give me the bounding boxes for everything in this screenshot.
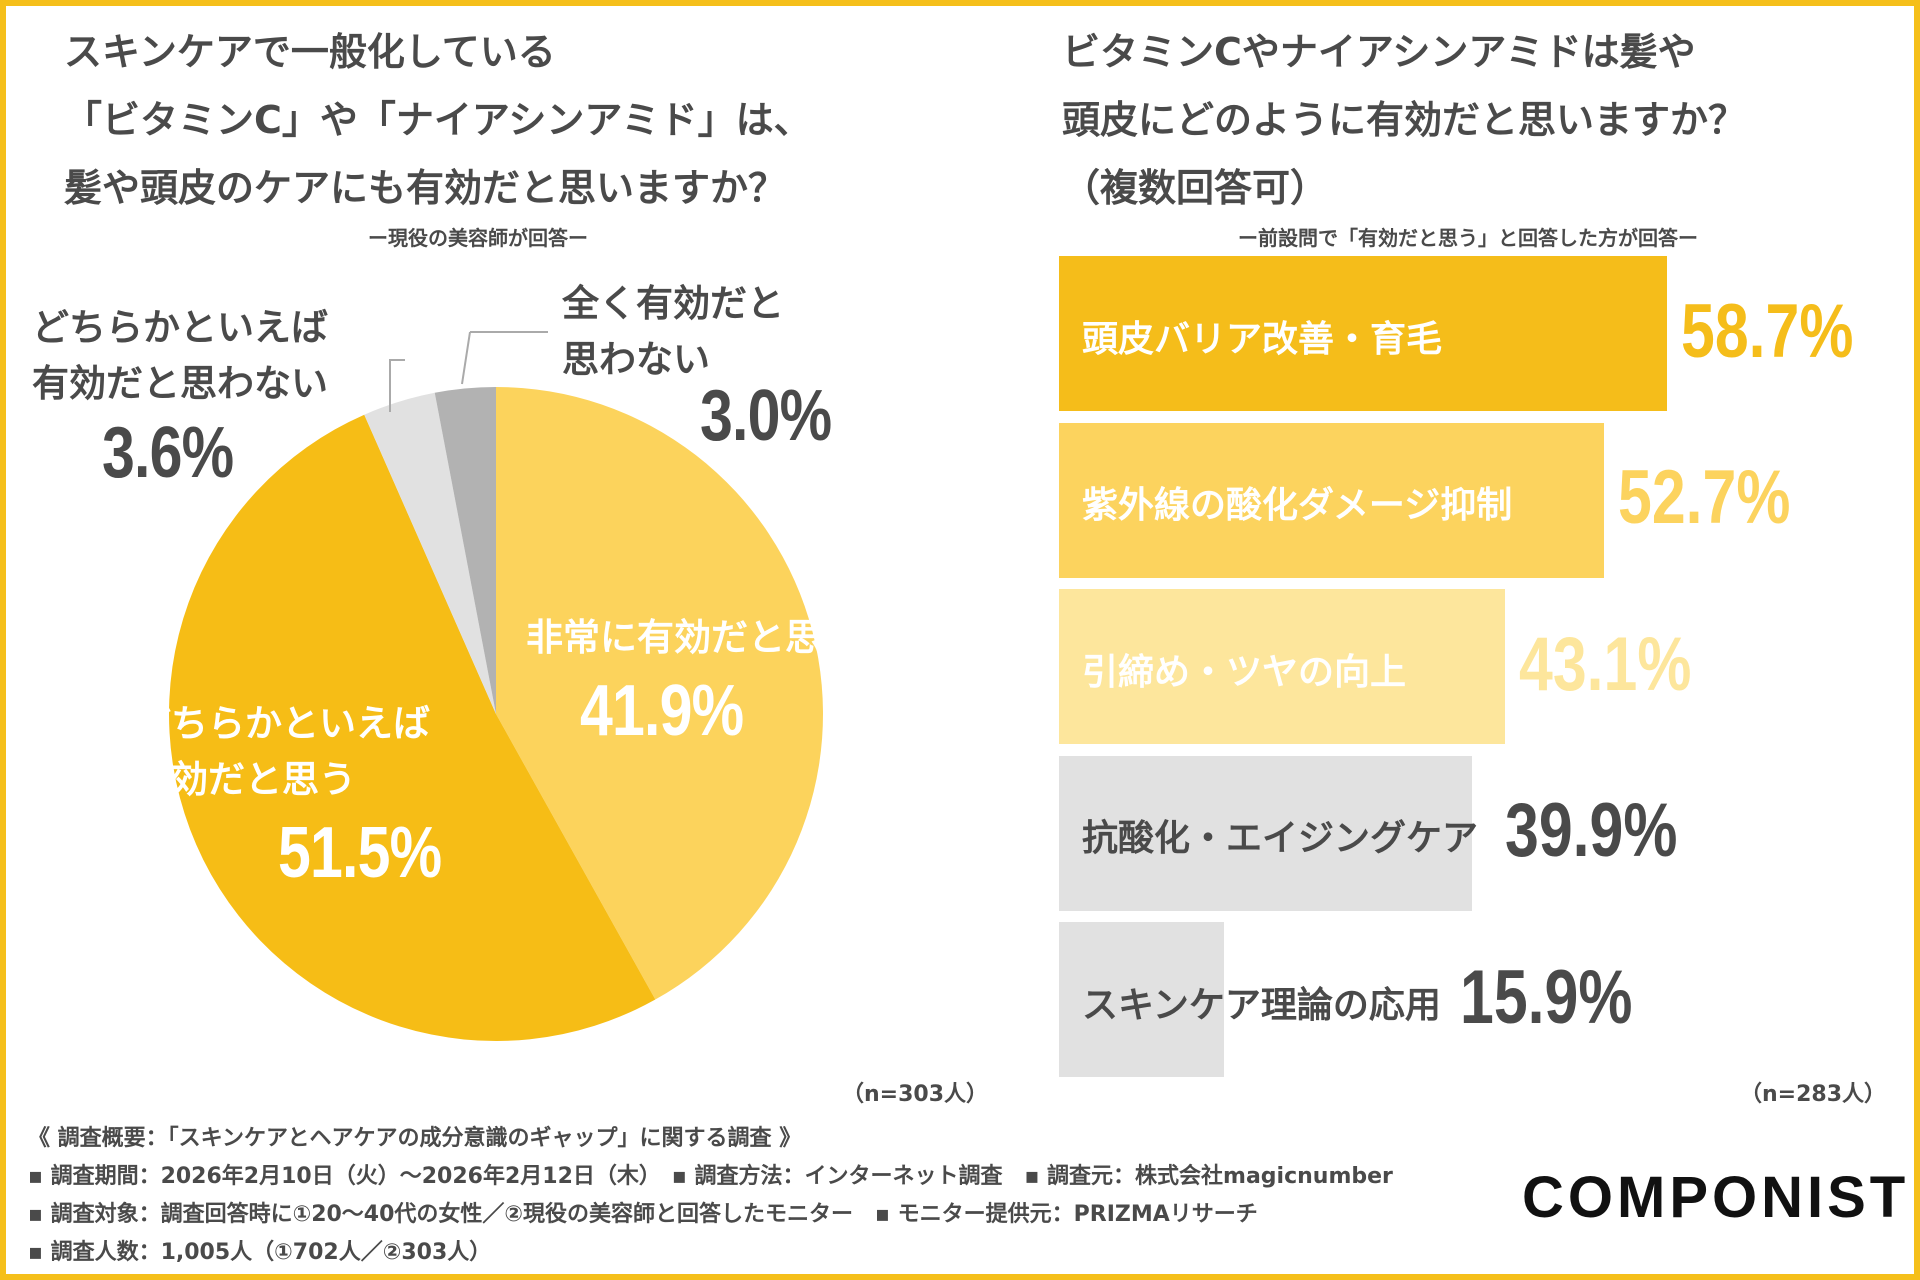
slice-label-line: 思わない xyxy=(562,338,710,381)
slice-label-line: 非常に有効だと思う xyxy=(526,616,859,659)
bar-value-label: 15.9% xyxy=(1460,954,1633,1040)
pie-slice-3 xyxy=(434,387,496,714)
bar-value-label: 43.1% xyxy=(1519,621,1692,707)
footer-line: ▪ 調査対象：調査回答時に①20～40代の女性／②現役の美容師と回答したモニター… xyxy=(28,1202,1258,1227)
footer-line: 《 調査概要：「スキンケアとヘアケアの成分意識のギャップ」に関する調査 》 xyxy=(28,1126,802,1151)
slice-label-line: 有効だと思わない xyxy=(32,362,328,405)
pie-slice-0 xyxy=(496,387,824,1000)
right-title-line: （複数回答可） xyxy=(1062,166,1329,210)
bar-label: 紫外線の酸化ダメージ抑制 xyxy=(1082,485,1513,526)
left-subtitle: ー現役の美容師が回答ー xyxy=(368,226,588,250)
pie-slice-2 xyxy=(364,392,496,714)
right-title-line: 頭皮にどのように有効だと思いますか？ xyxy=(1062,98,1747,142)
bar-1 xyxy=(1059,422,1605,578)
slice-value-somewhat-not-effective: 3.6% xyxy=(102,413,234,493)
slice-label-line: どちらかといえば xyxy=(134,702,430,745)
left-title-line: 「ビタミンC」や「ナイアシンアミド」は、 xyxy=(64,98,812,142)
bar-value-label: 39.9% xyxy=(1505,788,1678,873)
right-title: ビタミンCやナイアシンアミドは髪や 頭皮にどのように有効だと思いますか？ （複数… xyxy=(1062,18,1746,222)
right-sample-size: （n=283人） xyxy=(1740,1082,1887,1107)
componist-logo: COMPONIST xyxy=(1522,1165,1910,1230)
bar-3 xyxy=(1059,755,1472,911)
bar-2 xyxy=(1059,589,1506,744)
slice-value-somewhat-effective: 51.5% xyxy=(278,813,442,893)
bar-label: 頭皮バリア改善・育毛 xyxy=(1082,318,1443,360)
right-title-line: ビタミンCやナイアシンアミドは髪や xyxy=(1062,30,1696,74)
slice-label-line: 有効だと思う xyxy=(134,758,356,801)
left-title-line: スキンケアで一般化している xyxy=(64,30,556,74)
bar-label: スキンケア理論の応用 xyxy=(1082,984,1441,1026)
bar-value-label: 52.7% xyxy=(1618,455,1791,540)
slice-label-somewhat-not-effective: どちらかといえば 有効だと思わない xyxy=(32,300,328,412)
leader-line-3-0 xyxy=(389,359,405,412)
bar-label: 引締め・ツヤの向上 xyxy=(1082,651,1407,693)
leader-line-3-0c xyxy=(461,331,471,385)
left-title-line: 髪や頭皮のケアにも有効だと思いますか？ xyxy=(64,166,787,210)
slice-value-very-effective: 41.9% xyxy=(580,671,744,751)
slice-label-not-effective: 全く有効だと 思わない xyxy=(562,276,784,388)
left-title: スキンケアで一般化している 「ビタミンC」や「ナイアシンアミド」は、 髪や頭皮の… xyxy=(64,18,812,222)
slice-value-not-effective: 3.0% xyxy=(700,376,832,456)
footer-line: ▪ 調査人数：1,005人（①702人／②303人） xyxy=(28,1240,492,1265)
bar-4 xyxy=(1059,922,1224,1077)
bar-value-label: 58.7% xyxy=(1680,288,1853,374)
right-subtitle: ー前設問で「有効だと思う」と回答した方が回答ー xyxy=(1238,226,1698,250)
slice-label-line: どちらかといえば xyxy=(32,306,328,349)
left-sample-size: （n=303人） xyxy=(842,1082,989,1107)
slice-label-line: 全く有効だと xyxy=(562,282,784,325)
slice-label-very-effective: 非常に有効だと思う xyxy=(526,610,859,666)
pie-chart xyxy=(169,331,824,1041)
bar-0 xyxy=(1059,256,1667,411)
bar-label: 抗酸化・エイジングケア xyxy=(1082,818,1479,859)
pie-slice-1 xyxy=(169,414,656,1041)
slice-label-somewhat-effective: どちらかといえば 有効だと思う xyxy=(134,696,430,808)
survey-overview: 《 調査概要：「スキンケアとヘアケアの成分意識のギャップ」に関する調査 》 ▪ … xyxy=(28,1120,1393,1272)
footer-line: ▪ 調査期間：2026年2月10日（火）～2026年2月12日（木） ▪ 調査方… xyxy=(28,1164,1393,1189)
pie-slices xyxy=(169,387,824,1041)
